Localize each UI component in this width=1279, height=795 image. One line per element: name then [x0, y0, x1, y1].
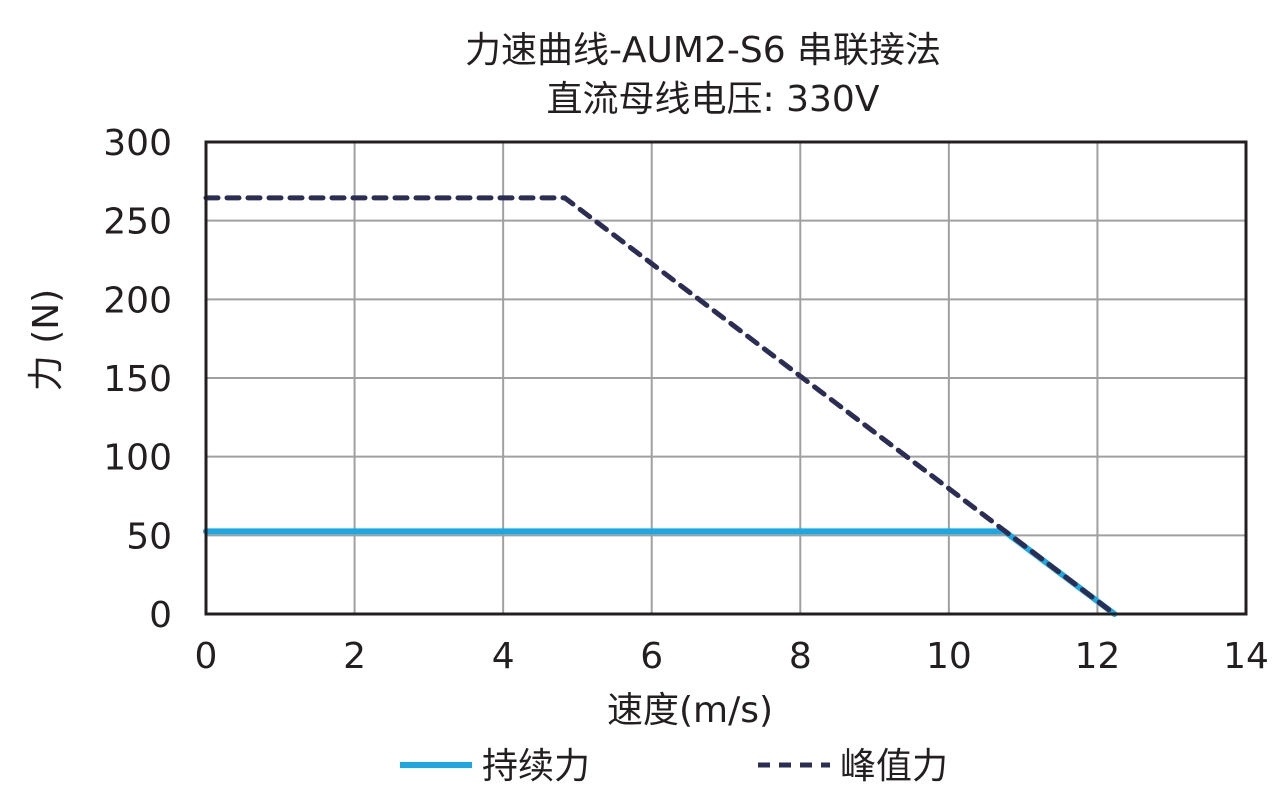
- x-tick-label: 2: [343, 636, 366, 677]
- y-tick-label: 50: [126, 516, 172, 557]
- x-tick-label: 10: [926, 636, 972, 677]
- x-tick-label: 14: [1223, 636, 1269, 677]
- chart-title-line1: 力速曲线-AUM2-S6 串联接法: [465, 30, 941, 71]
- chart-title-line2: 直流母线电压: 330V: [547, 79, 880, 120]
- x-tick-label: 0: [195, 636, 218, 677]
- y-tick-label: 200: [103, 280, 172, 321]
- series-line-2: [203, 195, 1118, 617]
- legend-label: 持续力: [482, 746, 590, 787]
- y-tick-label: 100: [103, 438, 172, 479]
- x-tick-label: 6: [640, 636, 663, 677]
- x-axis-label: 速度(m/s): [607, 690, 773, 731]
- plot-frame: [204, 140, 1248, 616]
- x-tick-label: 4: [492, 636, 515, 677]
- y-tick-label: 0: [149, 595, 172, 636]
- y-axis-label: 力 (N): [26, 289, 67, 391]
- x-tick-label: 12: [1075, 636, 1121, 677]
- y-tick-label: 250: [103, 202, 172, 243]
- y-tick-label: 300: [103, 123, 172, 164]
- legend-label: 峰值力: [840, 746, 948, 787]
- x-tick-label: 8: [789, 636, 812, 677]
- y-tick-label: 150: [103, 359, 172, 400]
- series-line-1: [203, 528, 1118, 617]
